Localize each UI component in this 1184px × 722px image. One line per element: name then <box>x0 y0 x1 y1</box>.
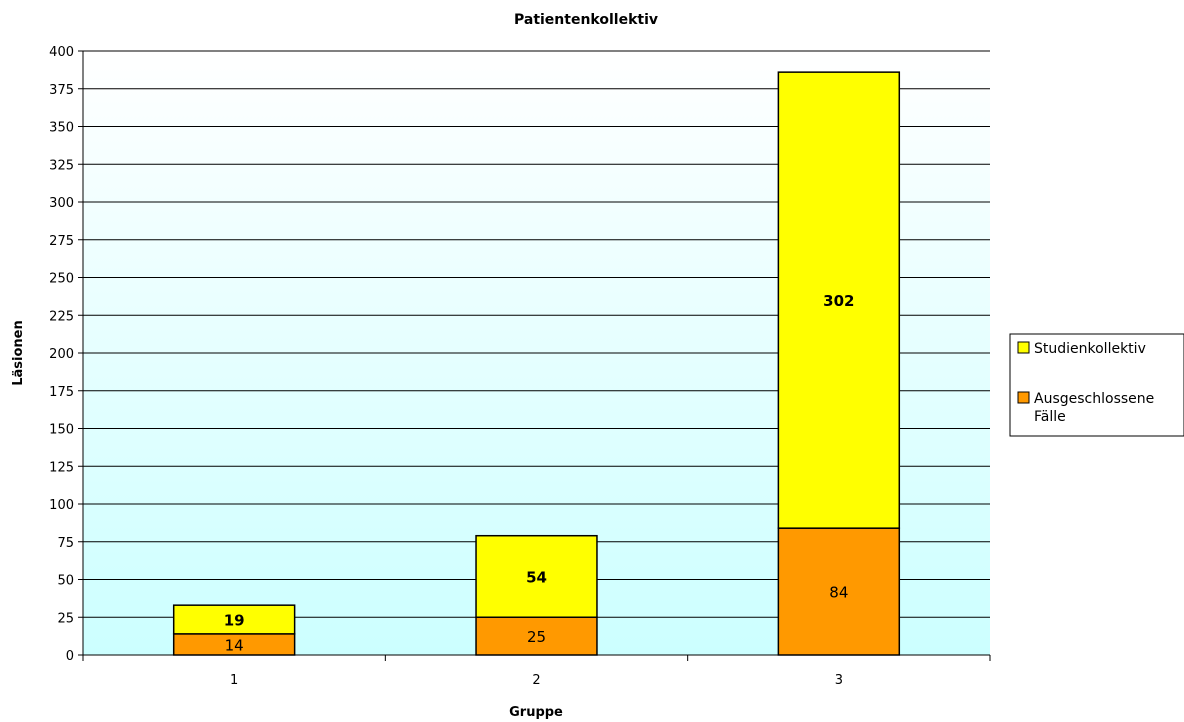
legend-box <box>1009 333 1184 437</box>
y-tick-label: 50 <box>57 574 74 589</box>
y-tick-label: 300 <box>49 196 74 211</box>
y-tick-label: 25 <box>57 611 74 626</box>
y-tick-label: 400 <box>49 45 74 60</box>
y-tick-label: 225 <box>49 309 74 324</box>
x-tick-label: 1 <box>230 673 238 688</box>
x-axis-label: Gruppe <box>509 705 563 720</box>
y-tick-label: 325 <box>49 158 74 173</box>
x-tick-label: 2 <box>532 673 540 688</box>
legend-swatch <box>1017 391 1030 404</box>
y-tick-label: 100 <box>49 498 74 513</box>
y-axis-label: Läsionen <box>11 320 26 386</box>
data-label: 302 <box>823 292 854 310</box>
chart-title: Patientenkollektiv <box>514 12 658 28</box>
data-labels: 14 19 25 54 84 302 <box>224 292 855 654</box>
y-tick-label: 150 <box>49 423 74 438</box>
data-label: 14 <box>225 636 244 654</box>
data-label: 25 <box>527 628 546 646</box>
y-tick-label: 250 <box>49 272 74 287</box>
y-tick-label: 350 <box>49 121 74 136</box>
y-tick-label: 0 <box>66 649 74 664</box>
y-tick-label: 125 <box>49 460 74 475</box>
data-label: 54 <box>526 568 547 586</box>
bar-segment <box>475 534 598 619</box>
bars <box>172 71 901 656</box>
data-label: 19 <box>224 612 245 630</box>
axes: 0255075100125150175200225250275300325350… <box>49 45 991 688</box>
y-tick-label: 275 <box>49 234 74 249</box>
legend-label: Ausgeschlossene Fälle <box>1034 391 1154 425</box>
data-label: 84 <box>829 584 848 602</box>
y-tick-label: 375 <box>49 83 74 98</box>
y-tick-label: 75 <box>57 536 74 551</box>
y-tick-label: 175 <box>49 385 74 400</box>
bar-segment <box>172 604 296 635</box>
legend-label: Studienkollektiv <box>1034 341 1146 357</box>
x-tick-label: 3 <box>835 673 843 688</box>
legend: Studienkollektiv Ausgeschlossene Fälle <box>1009 333 1184 437</box>
legend-swatch <box>1017 341 1030 354</box>
y-tick-label: 200 <box>49 347 74 362</box>
bar-segment <box>777 71 901 529</box>
